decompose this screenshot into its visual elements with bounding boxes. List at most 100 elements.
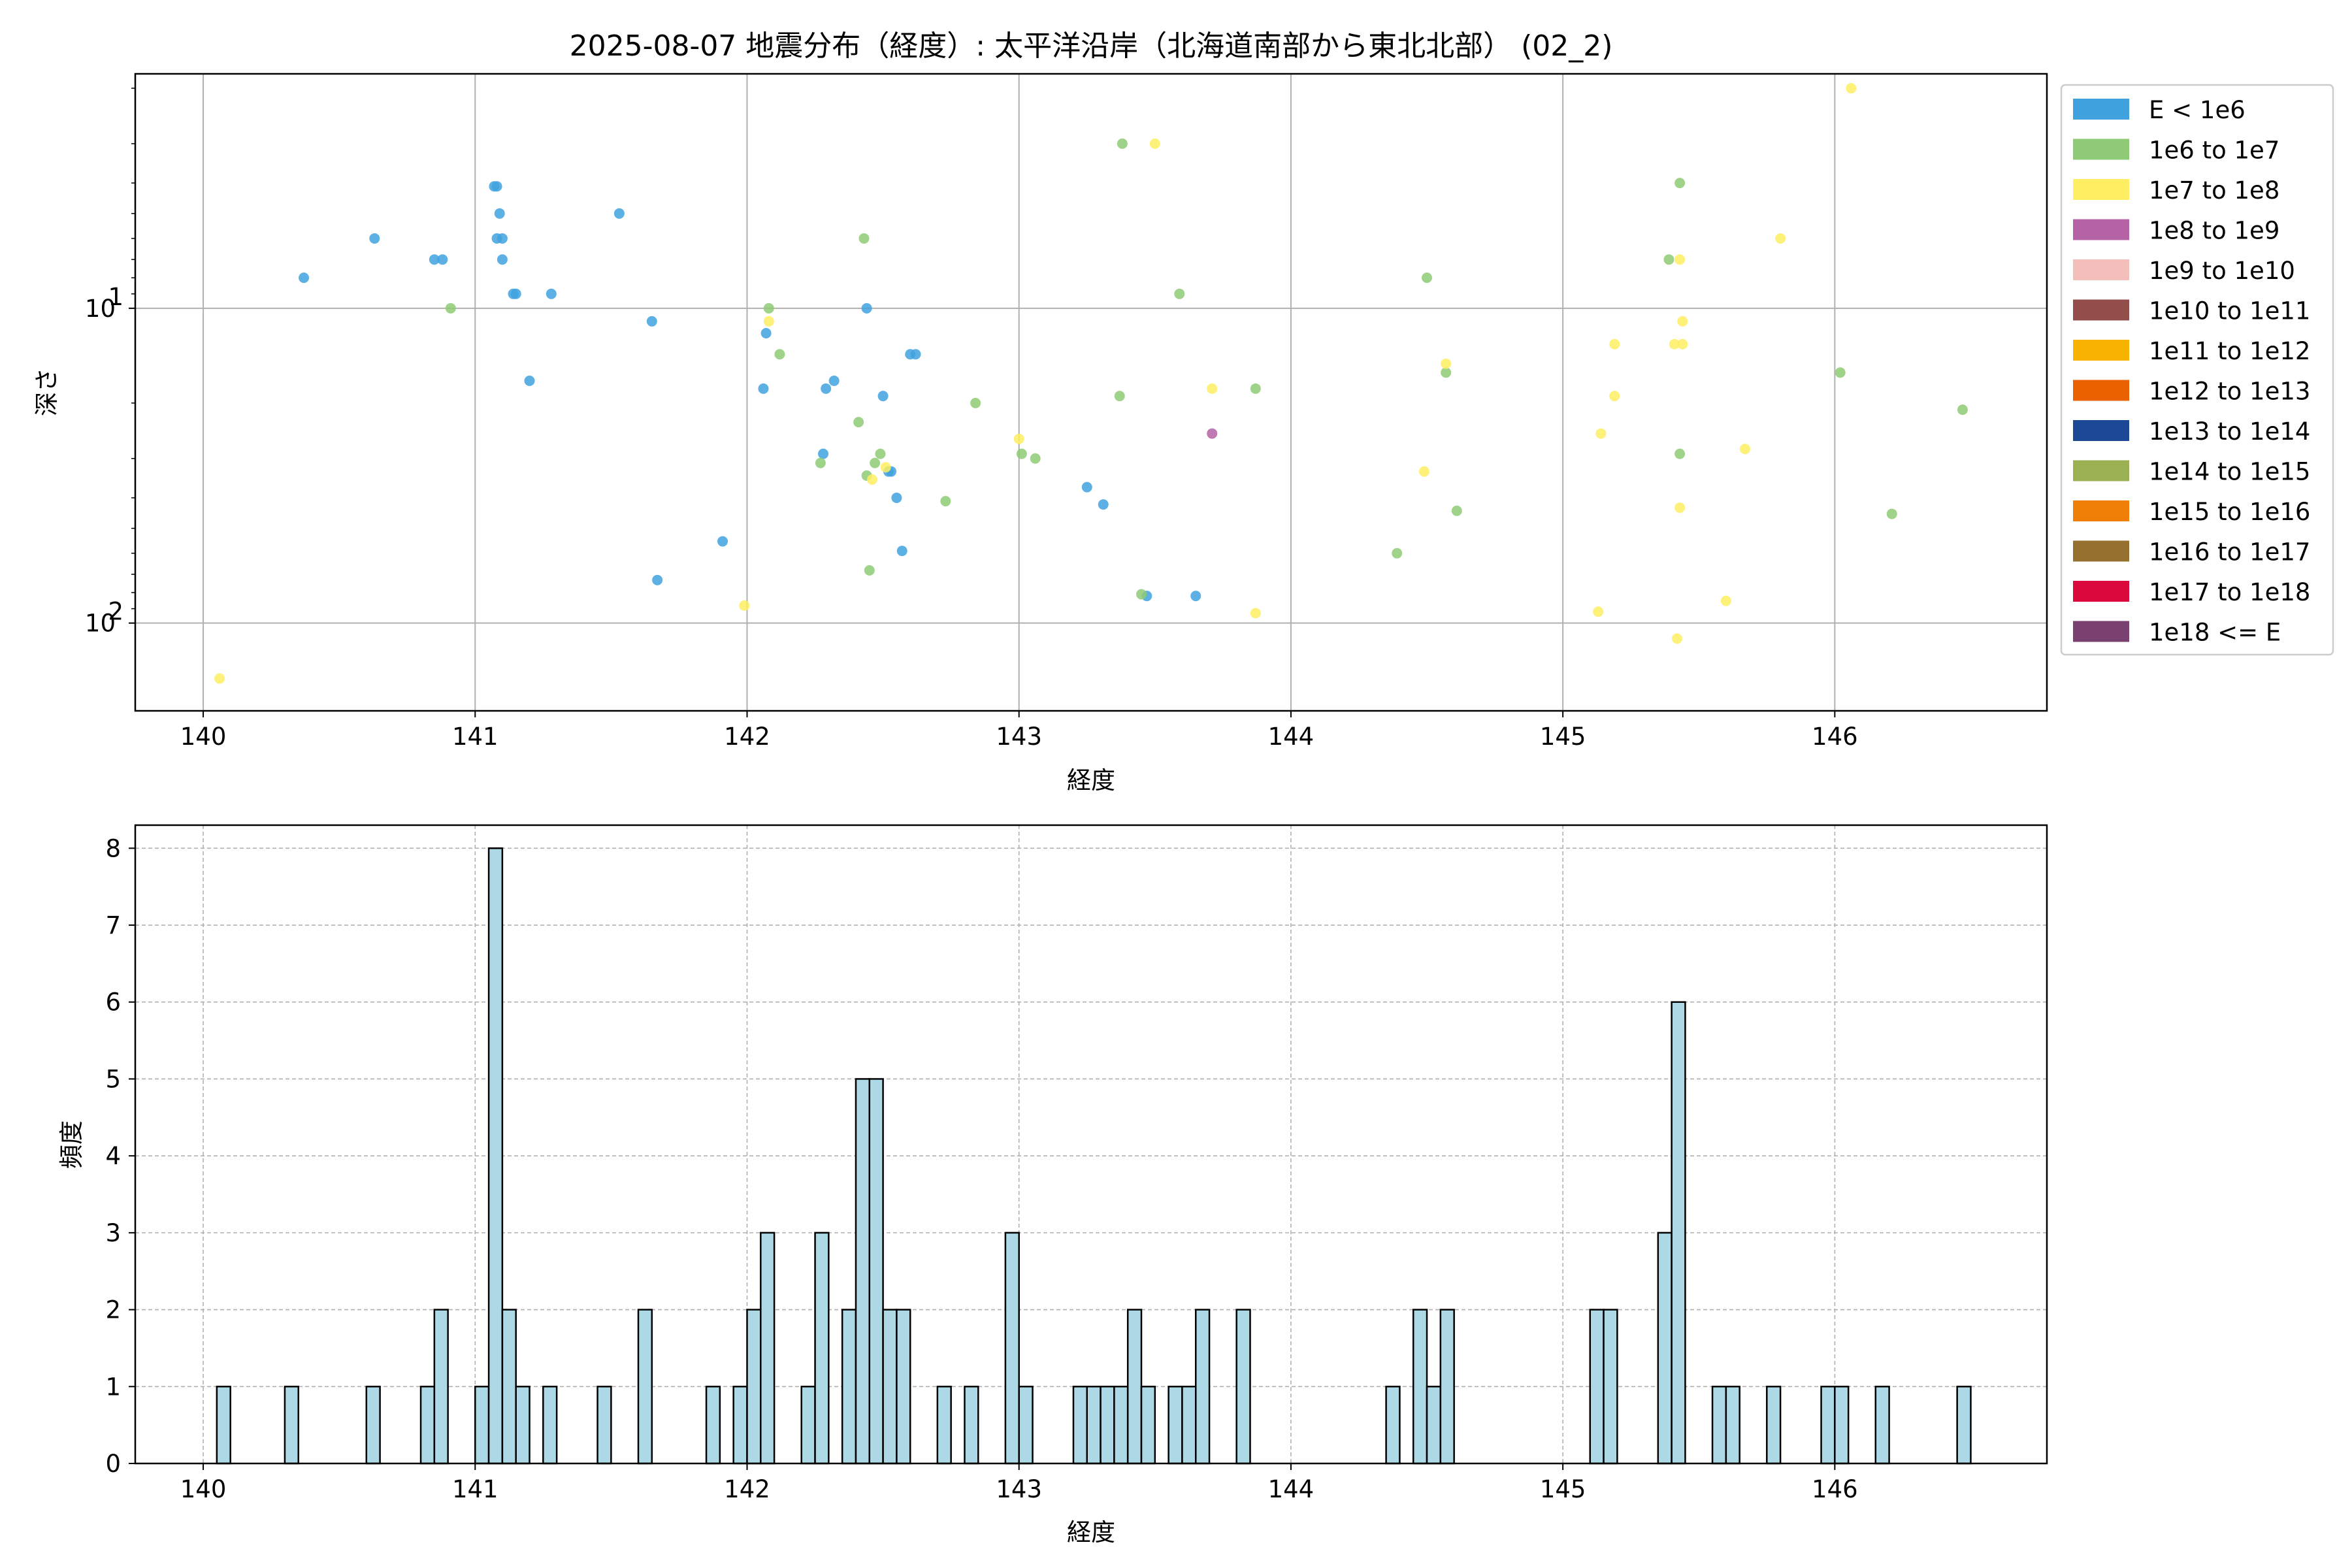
histogram-bar bbox=[1181, 1386, 1197, 1465]
scatter-point bbox=[1674, 448, 1686, 459]
scatter-point bbox=[1250, 383, 1261, 394]
scatter-axes-frame bbox=[134, 73, 2048, 712]
scatter-x-tick-label: 143 bbox=[996, 723, 1042, 751]
histogram-bar bbox=[1086, 1386, 1102, 1465]
histogram-bar bbox=[1671, 1001, 1686, 1465]
histogram-axes-frame bbox=[134, 824, 2048, 1465]
scatter-y-tick-exponent: 1 bbox=[108, 283, 123, 311]
histogram-bar bbox=[1412, 1309, 1428, 1465]
scatter-point bbox=[940, 496, 951, 507]
legend: E < 1e6 1e6 to 1e7 1e7 to 1e8 1e8 to 1e9 1e9… bbox=[2060, 84, 2334, 656]
histogram-y-ticks: 0 1 2 3 4 5 6 7 8 bbox=[105, 834, 135, 1478]
histogram-x-label: 経度 bbox=[1067, 1518, 1115, 1546]
histogram-bar bbox=[637, 1309, 653, 1465]
scatter-point bbox=[763, 316, 774, 327]
scatter-point bbox=[875, 448, 886, 459]
scatter-point bbox=[758, 383, 769, 394]
scatter-point bbox=[1846, 83, 1857, 94]
histogram-bar bbox=[216, 1386, 231, 1465]
scatter-point bbox=[1609, 338, 1620, 350]
legend-label: 1e7 to 1e8 bbox=[2149, 176, 2279, 204]
scatter-x-tick-label: 145 bbox=[1540, 723, 1586, 751]
histogram-bar bbox=[1956, 1386, 1972, 1465]
histogram-bar bbox=[474, 1386, 490, 1465]
legend-swatch bbox=[2073, 99, 2129, 120]
scatter-point bbox=[497, 254, 508, 265]
legend-swatch bbox=[2073, 299, 2129, 321]
histogram-bar bbox=[855, 1078, 871, 1465]
scatter-x-tick-label: 140 bbox=[180, 723, 227, 751]
histogram-bar bbox=[868, 1078, 884, 1465]
histogram-x-tick-label: 145 bbox=[1540, 1475, 1586, 1503]
histogram-bar bbox=[1657, 1232, 1673, 1465]
histogram-x-tick-label: 146 bbox=[1812, 1475, 1858, 1503]
scatter-point bbox=[774, 349, 785, 360]
legend-swatch bbox=[2073, 500, 2129, 521]
scatter-point bbox=[760, 327, 772, 338]
scatter-point bbox=[880, 462, 891, 473]
histogram-bar bbox=[1834, 1386, 1850, 1465]
histogram-bar bbox=[1168, 1386, 1183, 1465]
scatter-point bbox=[891, 492, 902, 503]
scatter-x-tick-label: 144 bbox=[1268, 723, 1315, 751]
histogram-bar bbox=[1725, 1386, 1740, 1465]
scatter-point bbox=[1674, 254, 1686, 265]
scatter-point bbox=[763, 302, 774, 314]
histogram-bar bbox=[1126, 1309, 1143, 1465]
legend-swatch bbox=[2073, 540, 2129, 562]
scatter-point bbox=[1441, 358, 1452, 369]
legend-label: 1e14 to 1e15 bbox=[2149, 458, 2310, 486]
scatter-point bbox=[717, 536, 728, 547]
legend-swatch bbox=[2073, 420, 2129, 441]
histogram-bar bbox=[1385, 1386, 1401, 1465]
scatter-point bbox=[866, 474, 877, 485]
scatter-point bbox=[877, 391, 889, 402]
scatter-point bbox=[861, 302, 872, 314]
scatter-point bbox=[546, 288, 557, 299]
histogram-bar bbox=[760, 1232, 776, 1465]
legend-label: 1e12 to 1e13 bbox=[2149, 378, 2310, 406]
histogram-bar bbox=[1100, 1386, 1115, 1465]
scatter-point bbox=[524, 375, 535, 386]
scatter-x-ticks: 140 141 142 143 144 145 146 bbox=[180, 711, 1858, 751]
histogram-y-tick-label: 4 bbox=[105, 1142, 121, 1170]
scatter-point bbox=[864, 564, 875, 576]
scatter-point bbox=[870, 457, 881, 468]
histogram-x-tick-label: 140 bbox=[180, 1475, 227, 1503]
scatter-point bbox=[1016, 448, 1027, 459]
scatter-point bbox=[214, 673, 225, 684]
scatter-point bbox=[896, 546, 907, 557]
histogram-bar bbox=[419, 1386, 436, 1465]
histogram-bar bbox=[705, 1386, 721, 1465]
scatter-point bbox=[1114, 391, 1125, 402]
scatter-point bbox=[1835, 367, 1846, 378]
scatter-x-label: 経度 bbox=[1067, 766, 1115, 794]
scatter-x-tick-label: 141 bbox=[452, 723, 498, 751]
scatter-point bbox=[652, 574, 663, 585]
histogram-bar bbox=[882, 1309, 898, 1465]
legend-frame bbox=[2060, 84, 2334, 656]
scatter-point bbox=[299, 272, 310, 284]
scatter-point bbox=[429, 254, 440, 265]
legend-label: E < 1e6 bbox=[2149, 96, 2246, 124]
scatter-point bbox=[1392, 547, 1403, 559]
scatter-point bbox=[1451, 505, 1462, 516]
legend-label: 1e6 to 1e7 bbox=[2149, 137, 2279, 165]
legend-label: 1e10 to 1e11 bbox=[2149, 297, 2310, 325]
histogram-y-tick-label: 0 bbox=[105, 1450, 121, 1478]
histogram-bar bbox=[1603, 1309, 1618, 1465]
histogram-bar bbox=[1589, 1309, 1605, 1465]
scatter-point bbox=[491, 181, 502, 192]
legend-label: 1e15 to 1e16 bbox=[2149, 498, 2310, 526]
histogram-bar bbox=[814, 1232, 830, 1465]
histogram-bar bbox=[1439, 1309, 1455, 1465]
scatter-point bbox=[1669, 338, 1680, 350]
histogram-bar bbox=[936, 1386, 952, 1465]
scatter-points bbox=[214, 83, 1968, 684]
histogram-y-tick-label: 3 bbox=[105, 1219, 121, 1247]
scatter-point bbox=[1174, 288, 1185, 299]
histogram-bar bbox=[284, 1386, 299, 1465]
legend-label: 1e11 to 1e12 bbox=[2149, 337, 2310, 365]
scatter-point bbox=[1149, 138, 1160, 149]
legend-label: 1e17 to 1e18 bbox=[2149, 578, 2310, 606]
